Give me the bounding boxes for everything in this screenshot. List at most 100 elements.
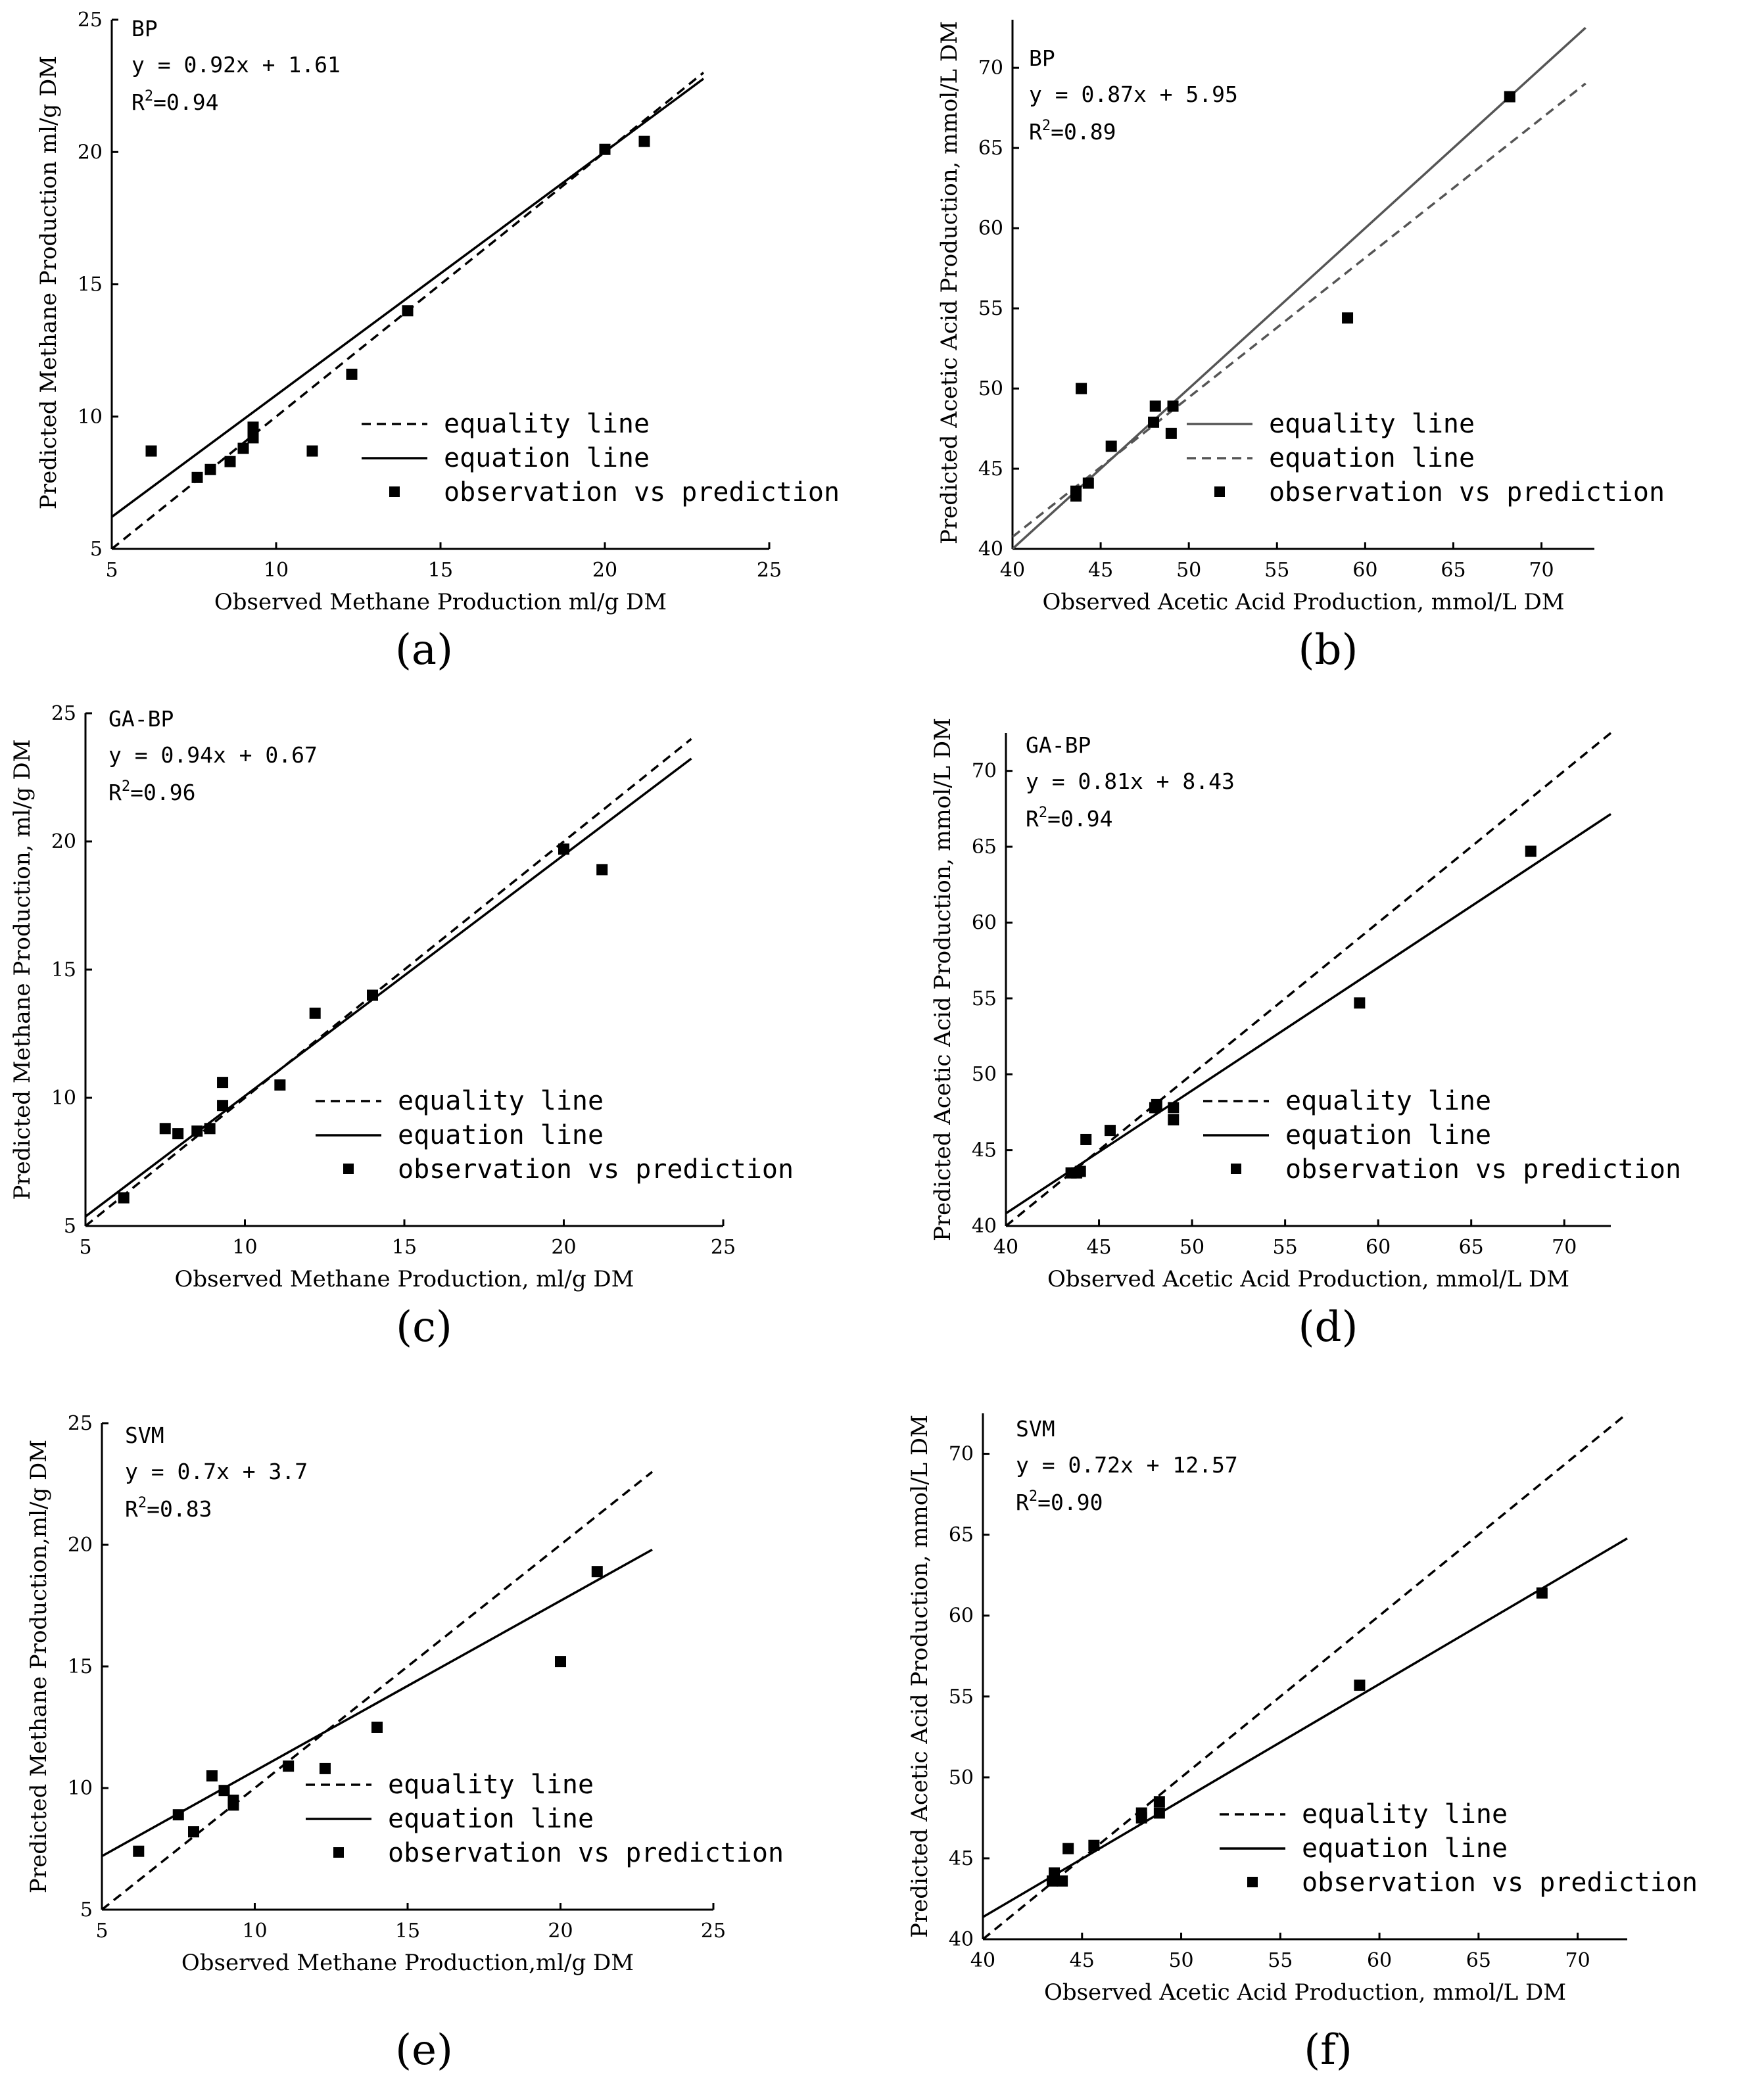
x-tick-label: 45 (1088, 559, 1113, 582)
y-tick-label: 10 (51, 1087, 76, 1110)
r-squared-value: =0.94 (153, 89, 218, 115)
equation-line (85, 757, 692, 1217)
y-tick-label: 25 (68, 1412, 93, 1435)
equality-line (983, 1412, 1629, 1939)
r-squared: R2=0.94 (1026, 805, 1112, 832)
r-squared-prefix: R (131, 89, 145, 115)
x-tick-label: 25 (711, 1236, 736, 1259)
chart-panel-e: 5 10 15 20 25 5 10 15 20 25 Observed Methane Produ… (26, 1412, 784, 2075)
regression-equation: y = 0.94x + 0.67 (108, 742, 318, 768)
data-point (1153, 1807, 1165, 1819)
legend: equality line equation line observation vs… (362, 409, 840, 507)
x-tick-label: 60 (1366, 1236, 1391, 1259)
model-label: SVM (125, 1423, 164, 1448)
y-axis-label: Predicted Methane Production ml/g DM (36, 56, 62, 509)
x-tick-label: 60 (1367, 1949, 1392, 1972)
model-label: BP (1029, 45, 1055, 71)
equality-line (102, 1471, 654, 1910)
x-axis-label: Observed Methane Production,ml/g DM (181, 1950, 634, 1976)
data-point (227, 1795, 239, 1806)
data-point (1105, 440, 1117, 452)
panel-label: (b) (1299, 626, 1358, 674)
y-tick-label: 70 (949, 1443, 974, 1466)
x-tick-label: 15 (392, 1236, 417, 1259)
x-tick-label: 50 (1176, 559, 1201, 582)
legend-equality-label: equality line (444, 409, 650, 439)
data-point (346, 368, 358, 380)
data-point (204, 1123, 216, 1135)
equation-line (983, 1537, 1628, 1918)
chart-panel-f: 40 45 50 55 60 65 70 40 45 50 55 60 65 70 Observed Ace… (907, 1412, 1698, 2075)
y-tick-label: 15 (51, 958, 76, 981)
x-tick-label: 50 (1180, 1236, 1204, 1259)
legend-point-swatch (1214, 486, 1225, 497)
data-point (1151, 1098, 1162, 1110)
data-point (1149, 400, 1161, 412)
data-point (188, 1826, 199, 1838)
y-tick-label: 50 (978, 377, 1003, 400)
r-squared-prefix: R (1029, 119, 1042, 145)
data-point (237, 442, 249, 454)
y-tick-label: 55 (978, 297, 1003, 320)
data-point (1080, 1133, 1092, 1145)
data-point (145, 445, 157, 457)
y-axis-label: Predicted Acetic Acid Production, mmol/L… (930, 718, 956, 1241)
r-squared-prefix: R (108, 780, 122, 805)
y-tick-label: 60 (949, 1605, 974, 1628)
r-squared-prefix: R (1016, 1490, 1029, 1515)
data-point (217, 1100, 229, 1112)
regression-equation: y = 0.81x + 8.43 (1026, 768, 1235, 794)
data-point (319, 1762, 331, 1774)
y-tick-label: 25 (78, 9, 103, 32)
y-tick-label: 45 (949, 1847, 974, 1870)
x-axis-label: Observed Methane Production ml/g DM (214, 589, 667, 615)
data-point (1153, 1796, 1165, 1808)
legend: equality line equation line observation vs… (1220, 1799, 1698, 1898)
r-squared-superscript: 2 (122, 778, 130, 795)
model-label: BP (131, 16, 158, 41)
x-tick-label: 25 (757, 559, 782, 582)
data-point (274, 1079, 286, 1091)
y-tick-label: 60 (978, 217, 1003, 240)
legend: equality line equation line observation vs… (1187, 409, 1665, 507)
y-tick-label: 20 (68, 1534, 93, 1557)
x-tick-label: 5 (79, 1236, 91, 1259)
x-tick-label: 50 (1168, 1949, 1193, 1972)
data-point (191, 471, 203, 483)
r-squared-value: =0.96 (130, 780, 195, 805)
data-point (172, 1809, 184, 1821)
r-squared: R2=0.83 (125, 1495, 212, 1522)
data-point (599, 143, 611, 155)
y-tick-label: 45 (978, 458, 1003, 481)
data-point (1062, 1843, 1074, 1854)
data-point (1525, 845, 1537, 857)
legend-equation-label: equation line (388, 1804, 594, 1834)
regression-equation: y = 0.87x + 5.95 (1029, 82, 1238, 107)
legend-observation-label: observation vs prediction (1285, 1154, 1681, 1185)
r-squared-prefix: R (1026, 806, 1039, 832)
y-tick-label: 65 (972, 836, 997, 859)
r-squared: R2=0.94 (131, 88, 218, 115)
chart-panel-b: 40 45 50 55 60 65 70 40 45 50 55 60 65 70 Observed Ace… (936, 20, 1665, 674)
data-point (1168, 1114, 1180, 1125)
equality-line (1006, 732, 1612, 1226)
data-point (1342, 312, 1354, 324)
data-point (159, 1123, 171, 1135)
model-label: GA-BP (1026, 732, 1091, 758)
y-tick-label: 5 (64, 1215, 76, 1238)
y-tick-label: 65 (978, 137, 1003, 160)
data-point (1168, 1102, 1180, 1114)
legend-point-swatch (1247, 1877, 1258, 1887)
x-tick-label: 5 (95, 1920, 108, 1943)
x-tick-label: 65 (1459, 1236, 1484, 1259)
regression-equation: y = 0.92x + 1.61 (131, 52, 341, 78)
y-tick-label: 40 (978, 538, 1003, 561)
data-point (1504, 91, 1515, 103)
x-tick-label: 20 (548, 1920, 573, 1943)
x-axis-label: Observed Acetic Acid Production, mmol/L … (1042, 589, 1564, 615)
data-point (1148, 416, 1160, 428)
x-tick-label: 10 (242, 1920, 267, 1943)
x-tick-label: 70 (1529, 559, 1554, 582)
r-squared-value: =0.90 (1037, 1490, 1103, 1515)
data-point (283, 1760, 295, 1772)
